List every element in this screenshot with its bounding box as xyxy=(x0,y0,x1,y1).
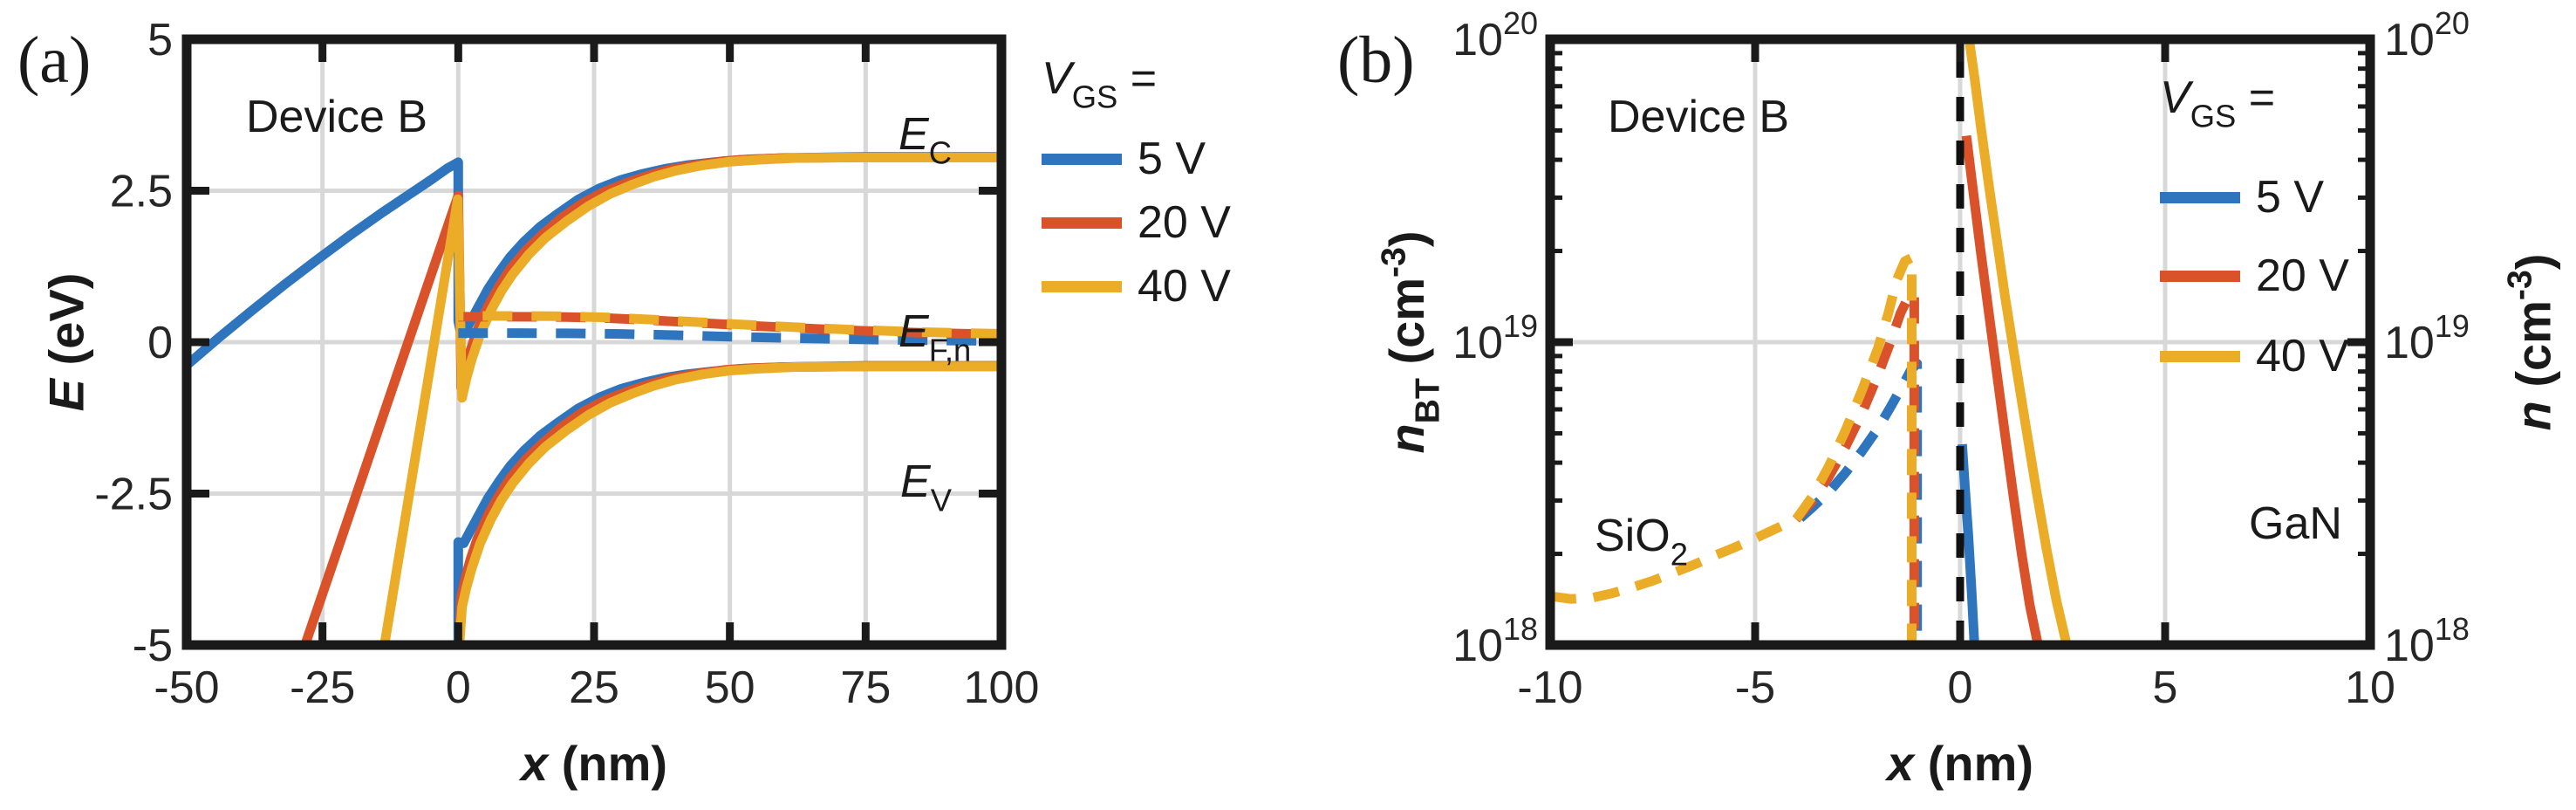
panel-a-tag: (a) xyxy=(17,24,92,97)
svg-text:1018: 1018 xyxy=(2384,611,2470,671)
svg-text:5: 5 xyxy=(147,15,173,65)
panel-a-annotation: Device B xyxy=(246,92,428,142)
band-label-efn: EF,n xyxy=(899,306,972,368)
svg-text:-50: -50 xyxy=(154,662,219,713)
svg-text:25: 25 xyxy=(569,662,619,713)
efn-subscript: F,n xyxy=(928,332,972,368)
svg-text:-5: -5 xyxy=(133,621,173,671)
svg-text:1018: 1018 xyxy=(1452,611,1538,671)
sio2-main: SiO xyxy=(1595,511,1671,561)
panel-a-ylabel: E (eV) xyxy=(38,273,95,412)
legend-a-var: V xyxy=(1042,53,1072,104)
panel-b-annotation: Device B xyxy=(1608,92,1790,142)
legend-line-40v xyxy=(1042,280,1122,292)
panel-b-ylabel-left-post: ) xyxy=(1378,230,1434,248)
legend-a-sub: GS xyxy=(1071,79,1118,115)
panel-a-plot: -50 -25 0 25 50 75 100 5 2.5 0 -2.5 -5 xyxy=(94,15,1039,713)
svg-text:0: 0 xyxy=(446,662,471,713)
svg-text:5: 5 xyxy=(2153,662,2178,713)
panel-b-ylabel-right-var: n xyxy=(2505,401,2561,431)
legend-b-sub: GS xyxy=(2190,98,2237,134)
svg-text:0: 0 xyxy=(147,318,173,368)
svg-text:100: 100 xyxy=(964,662,1040,713)
panel-a-xlabel: x (nm) xyxy=(521,735,667,792)
svg-text:0: 0 xyxy=(1948,662,1973,713)
legend-label-40v: 40 V xyxy=(2256,331,2349,381)
panel-b-tag: (b) xyxy=(1337,24,1415,97)
svg-text:75: 75 xyxy=(840,662,891,713)
legend-label-20v: 20 V xyxy=(1138,197,1231,248)
legend-label-5v: 5 V xyxy=(2256,172,2325,223)
panel-b-xlabel: x (nm) xyxy=(1887,735,2033,792)
ec-subscript: C xyxy=(928,134,952,171)
band-label-ev: EV xyxy=(900,456,952,518)
svg-text:1020: 1020 xyxy=(2384,5,2470,65)
ev-subscript: V xyxy=(930,482,952,518)
panel-b-ylabel-left: nBT (cm-3) xyxy=(1375,230,1447,453)
legend-a-item-5v: 5 V xyxy=(1042,134,1206,184)
legend-line-5v xyxy=(1042,153,1122,165)
legend-b-eq: = xyxy=(2236,72,2276,123)
panel-b-ylabel-right-pre: (cm xyxy=(2505,300,2561,402)
panel-b-ylabel-left-sup: -3 xyxy=(1375,247,1413,278)
panel-b-ylabel-left-sub: BT xyxy=(1409,378,1447,424)
svg-text:50: 50 xyxy=(705,662,755,713)
legend-a-item-20v: 20 V xyxy=(1042,197,1231,248)
legend-b-item-40v: 40 V xyxy=(2160,331,2349,381)
svg-text:-5: -5 xyxy=(1735,662,1775,713)
svg-text:-2.5: -2.5 xyxy=(94,470,173,520)
sio2-subscript: 2 xyxy=(1670,536,1688,573)
legend-b-var: V xyxy=(2160,72,2190,123)
legend-label-20v: 20 V xyxy=(2256,251,2349,301)
legend-b-header: VGS = xyxy=(2160,72,2276,134)
svg-text:1019: 1019 xyxy=(2384,308,2470,368)
svg-text:1020: 1020 xyxy=(1452,5,1538,65)
svg-text:-25: -25 xyxy=(290,662,355,713)
svg-text:-10: -10 xyxy=(1517,662,1582,713)
ec-symbol: E xyxy=(899,109,929,160)
panel-b-ylabel-right: n (cm-3) xyxy=(2502,254,2562,431)
panel-b-ylabel-right-sup: -3 xyxy=(2501,270,2539,301)
legend-label-40v: 40 V xyxy=(1138,261,1231,312)
legend-line-5v xyxy=(2160,191,2240,203)
legend-b-item-20v: 20 V xyxy=(2160,251,2349,301)
panel-b-ylabel-right-post: ) xyxy=(2505,253,2561,271)
region-label-sio2: SiO2 xyxy=(1595,511,1688,572)
panel-a-xlabel-var: x xyxy=(520,736,549,791)
panel-b-ylabel-left-pre: (cm xyxy=(1378,277,1434,379)
legend-label-5v: 5 V xyxy=(1138,134,1206,184)
legend-a-header: VGS = xyxy=(1042,53,1158,115)
band-label-ec: EC xyxy=(899,109,952,171)
legend-a-eq: = xyxy=(1117,53,1158,104)
legend-line-20v xyxy=(1042,216,1122,229)
panel-b-xlabel-var: x xyxy=(1886,736,1915,791)
legend-a-item-40v: 40 V xyxy=(1042,261,1231,312)
svg-text:10: 10 xyxy=(2345,662,2395,713)
efn-symbol: E xyxy=(899,306,929,357)
region-label-gan: GaN xyxy=(2249,498,2342,549)
legend-b-item-5v: 5 V xyxy=(2160,172,2324,223)
legend-line-40v xyxy=(2160,350,2240,362)
legend-line-20v xyxy=(2160,270,2240,282)
svg-text:1019: 1019 xyxy=(1452,308,1538,368)
panel-a-ylabel-unit: (eV) xyxy=(38,272,94,379)
ev-symbol: E xyxy=(900,456,931,507)
panel-a-ylabel-var: E xyxy=(38,379,94,412)
panel-a-xlabel-unit: (nm) xyxy=(548,736,668,791)
svg-text:2.5: 2.5 xyxy=(110,167,173,217)
panel-b-xlabel-unit: (nm) xyxy=(1914,736,2034,791)
panel-b-ylabel-left-var: n xyxy=(1378,423,1434,454)
